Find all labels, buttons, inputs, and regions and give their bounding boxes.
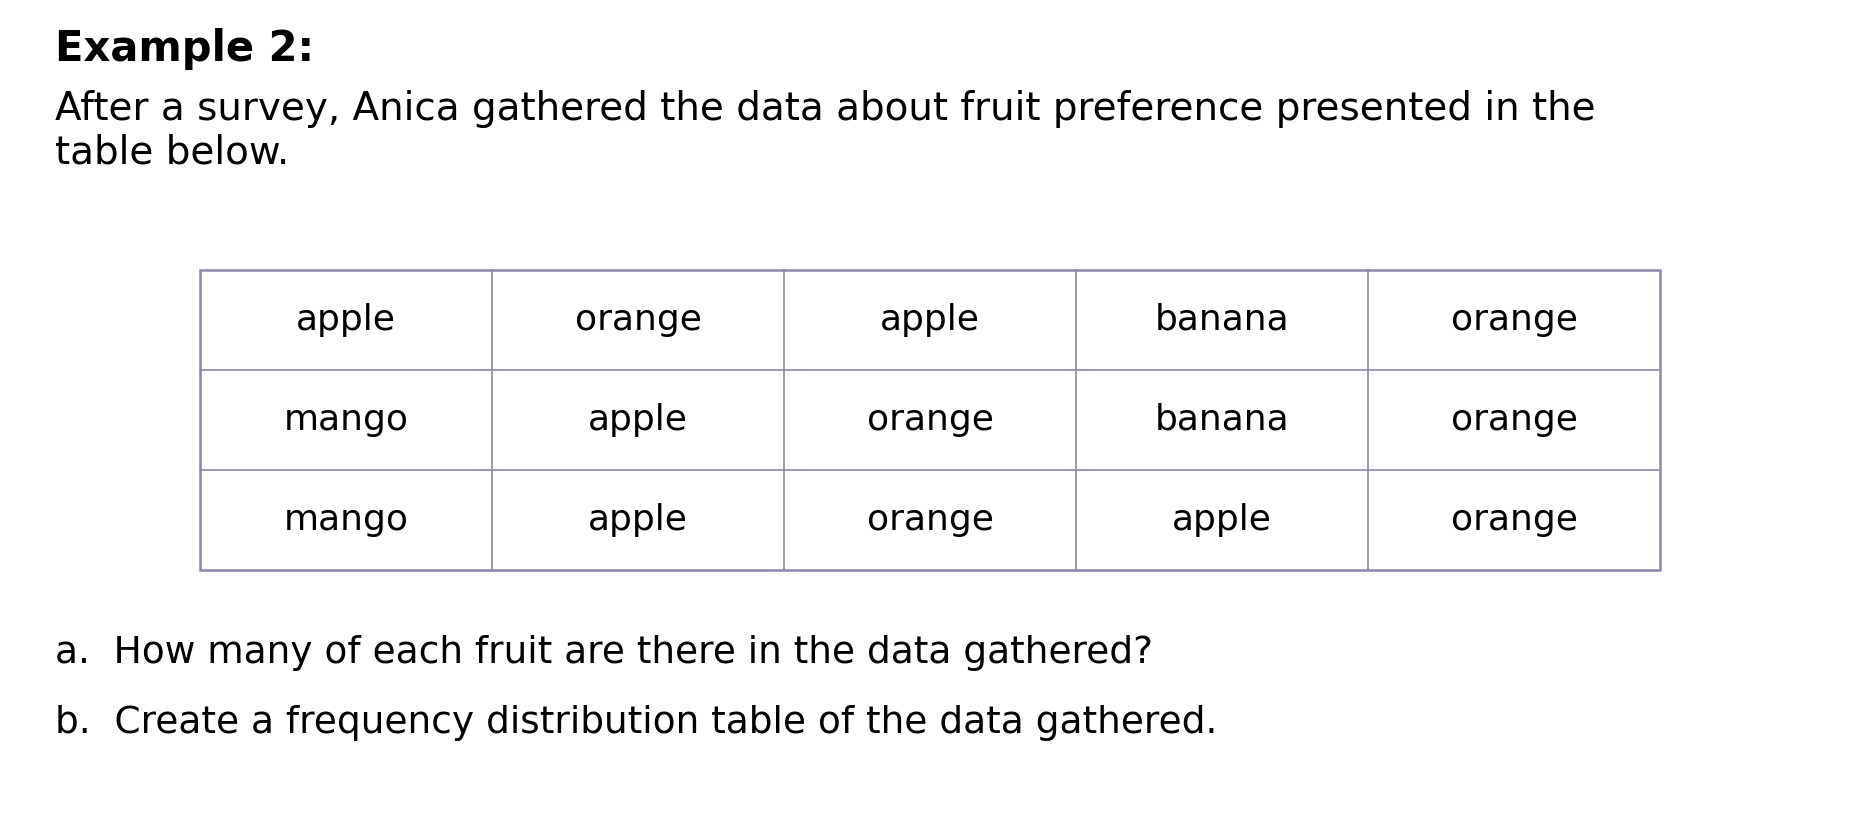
- Text: After a survey, Anica gathered the data about fruit preference presented in the
: After a survey, Anica gathered the data …: [54, 90, 1595, 172]
- Text: orange: orange: [1451, 303, 1578, 337]
- Text: Example 2:: Example 2:: [54, 28, 314, 70]
- Text: a.  How many of each fruit are there in the data gathered?: a. How many of each fruit are there in t…: [54, 635, 1153, 671]
- Text: mango: mango: [283, 503, 408, 537]
- Text: b.  Create a frequency distribution table of the data gathered.: b. Create a frequency distribution table…: [54, 705, 1217, 741]
- Text: apple: apple: [588, 503, 687, 537]
- Text: apple: apple: [296, 303, 397, 337]
- Text: banana: banana: [1155, 403, 1290, 437]
- Text: apple: apple: [880, 303, 979, 337]
- Text: orange: orange: [867, 503, 994, 537]
- Text: apple: apple: [1172, 503, 1271, 537]
- Text: mango: mango: [283, 403, 408, 437]
- Text: orange: orange: [1451, 503, 1578, 537]
- Text: orange: orange: [1451, 403, 1578, 437]
- Text: orange: orange: [575, 303, 702, 337]
- Text: apple: apple: [588, 403, 687, 437]
- Text: orange: orange: [867, 403, 994, 437]
- Text: banana: banana: [1155, 303, 1290, 337]
- Bar: [200, 270, 1660, 570]
